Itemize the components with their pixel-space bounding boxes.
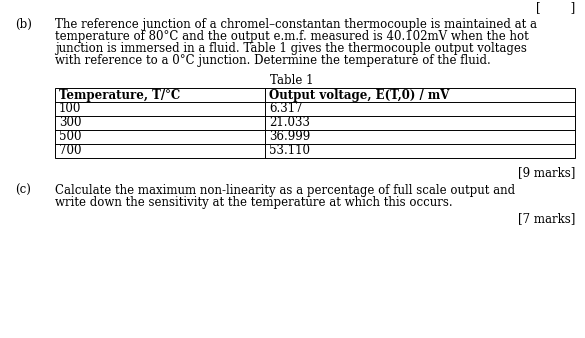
Text: write down the sensitivity at the temperature at which this occurs.: write down the sensitivity at the temper…: [55, 196, 453, 209]
Text: 53.110: 53.110: [269, 145, 310, 158]
Text: Calculate the maximum non-linearity as a percentage of full scale output and: Calculate the maximum non-linearity as a…: [55, 184, 515, 197]
Text: [9 marks]: [9 marks]: [518, 166, 575, 179]
Text: junction is immersed in a fluid. Table 1 gives the thermocouple output voltages: junction is immersed in a fluid. Table 1…: [55, 42, 527, 55]
Text: Table 1: Table 1: [270, 74, 314, 87]
Text: (b): (b): [15, 18, 32, 31]
Text: 21.033: 21.033: [269, 117, 310, 129]
Text: with reference to a 0°C junction. Determine the temperature of the fluid.: with reference to a 0°C junction. Determ…: [55, 54, 491, 67]
Text: 100: 100: [59, 102, 81, 116]
Text: The reference junction of a chromel–constantan thermocouple is maintained at a: The reference junction of a chromel–cons…: [55, 18, 537, 31]
Text: Output voltage, E(T,0) / mV: Output voltage, E(T,0) / mV: [269, 89, 449, 101]
Text: 6.317: 6.317: [269, 102, 302, 116]
Text: [7 marks]: [7 marks]: [518, 212, 575, 225]
Text: Temperature, T/°C: Temperature, T/°C: [59, 89, 180, 101]
Text: temperature of 80°C and the output e.m.f. measured is 40.102mV when the hot: temperature of 80°C and the output e.m.f…: [55, 30, 529, 43]
Text: (c): (c): [15, 184, 31, 197]
Text: 700: 700: [59, 145, 81, 158]
Text: 300: 300: [59, 117, 81, 129]
Text: 500: 500: [59, 130, 81, 144]
Bar: [55, 88, 575, 158]
Text: [        ]: [ ]: [536, 1, 575, 14]
Text: 36.999: 36.999: [269, 130, 310, 144]
